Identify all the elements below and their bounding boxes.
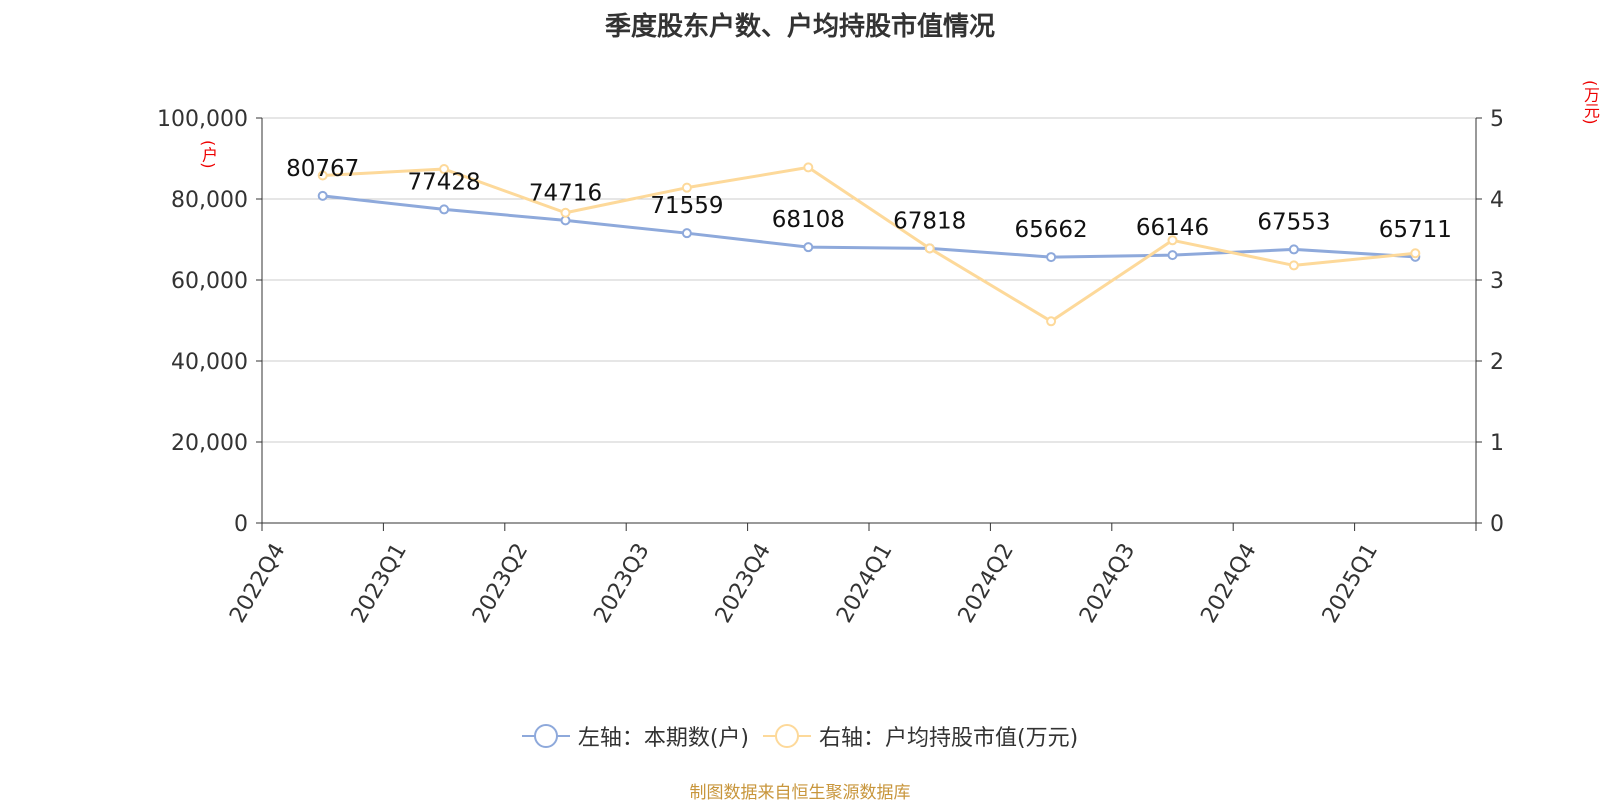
point-avg-value [1288, 260, 1299, 271]
left-tick-label: 100,000 [157, 107, 248, 132]
point-avg-value [681, 182, 692, 193]
point-avg-value [560, 207, 571, 218]
legend-item-households[interactable]: 左轴：本期数(户) [521, 720, 749, 752]
x-tick-label: 2022Q4 [225, 539, 290, 627]
point-avg-value [439, 164, 450, 175]
series-line-households [322, 194, 1416, 259]
left-tick-label: 60,000 [171, 269, 248, 294]
chart-title: 季度股东户数、户均持股市值情况 [604, 12, 995, 42]
point-households [1288, 244, 1299, 255]
point-households [1046, 252, 1057, 263]
point-households [681, 228, 692, 239]
left-tick-label: 20,000 [171, 431, 248, 456]
x-tick-label: 2023Q1 [347, 539, 412, 627]
legend-label-avg-value: 右轴：户均持股市值(万元) [819, 726, 1079, 751]
point-avg-value [1046, 316, 1057, 327]
point-avg-value [803, 162, 814, 173]
point-households [317, 190, 328, 201]
x-tick-label: 2025Q1 [1318, 539, 1383, 627]
data-label-households: 68108 [772, 207, 845, 233]
data-label-households: 66146 [1136, 215, 1209, 241]
x-tick-label: 2024Q1 [832, 539, 897, 627]
legend-item-avg-value[interactable]: 右轴：户均持股市值(万元) [763, 720, 1078, 752]
data-label-households: 71559 [650, 193, 723, 219]
point-households [439, 204, 450, 215]
left-tick-label: 80,000 [171, 188, 248, 213]
data-label-households: 74716 [529, 180, 602, 206]
right-axis-unit: (万元) [1581, 80, 1600, 125]
legend-label-households: 左轴：本期数(户) [577, 726, 749, 751]
point-avg-value [317, 170, 328, 181]
legend-line-circle-icon [763, 724, 811, 748]
data-label-households: 65662 [1015, 217, 1088, 243]
point-avg-value [1410, 248, 1421, 259]
data-label-households: 65711 [1379, 217, 1452, 243]
data-label-households: 67553 [1257, 209, 1330, 235]
x-tick-label: 2023Q3 [589, 539, 654, 627]
x-tick-label: 2023Q2 [468, 539, 533, 627]
x-tick-label: 2024Q2 [954, 539, 1019, 627]
right-tick-label: 3 [1490, 269, 1504, 294]
point-avg-value [924, 243, 935, 254]
right-tick-label: 2 [1490, 350, 1504, 375]
right-tick-label: 5 [1490, 107, 1504, 132]
point-households [1167, 250, 1178, 261]
x-tick-label: 2023Q4 [711, 539, 776, 627]
data-label-households: 77428 [408, 169, 481, 195]
right-tick-label: 1 [1490, 431, 1504, 456]
left-axis-unit: (户) [199, 140, 218, 169]
right-tick-label: 4 [1490, 188, 1504, 213]
data-label-households: 67818 [893, 208, 966, 234]
x-tick-label: 2024Q3 [1075, 539, 1140, 627]
data-source-footer: 制图数据来自恒生聚源数据库 [689, 783, 911, 803]
point-households [803, 242, 814, 253]
legend: 左轴：本期数(户) 右轴：户均持股市值(万元) [0, 720, 1600, 752]
point-avg-value [1167, 235, 1178, 246]
left-tick-label: 40,000 [171, 350, 248, 375]
data-label-households: 80767 [286, 156, 359, 182]
right-tick-label: 0 [1490, 512, 1504, 537]
left-tick-label: 0 [234, 512, 248, 537]
x-tick-label: 2024Q4 [1196, 539, 1261, 627]
legend-line-circle-icon [521, 724, 570, 748]
line-chart: 0 0 20,000 1 40,000 2 60,000 3 80,000 4 100,000 5 20… [157, 107, 1504, 627]
series-line-avg-value [322, 165, 1416, 323]
